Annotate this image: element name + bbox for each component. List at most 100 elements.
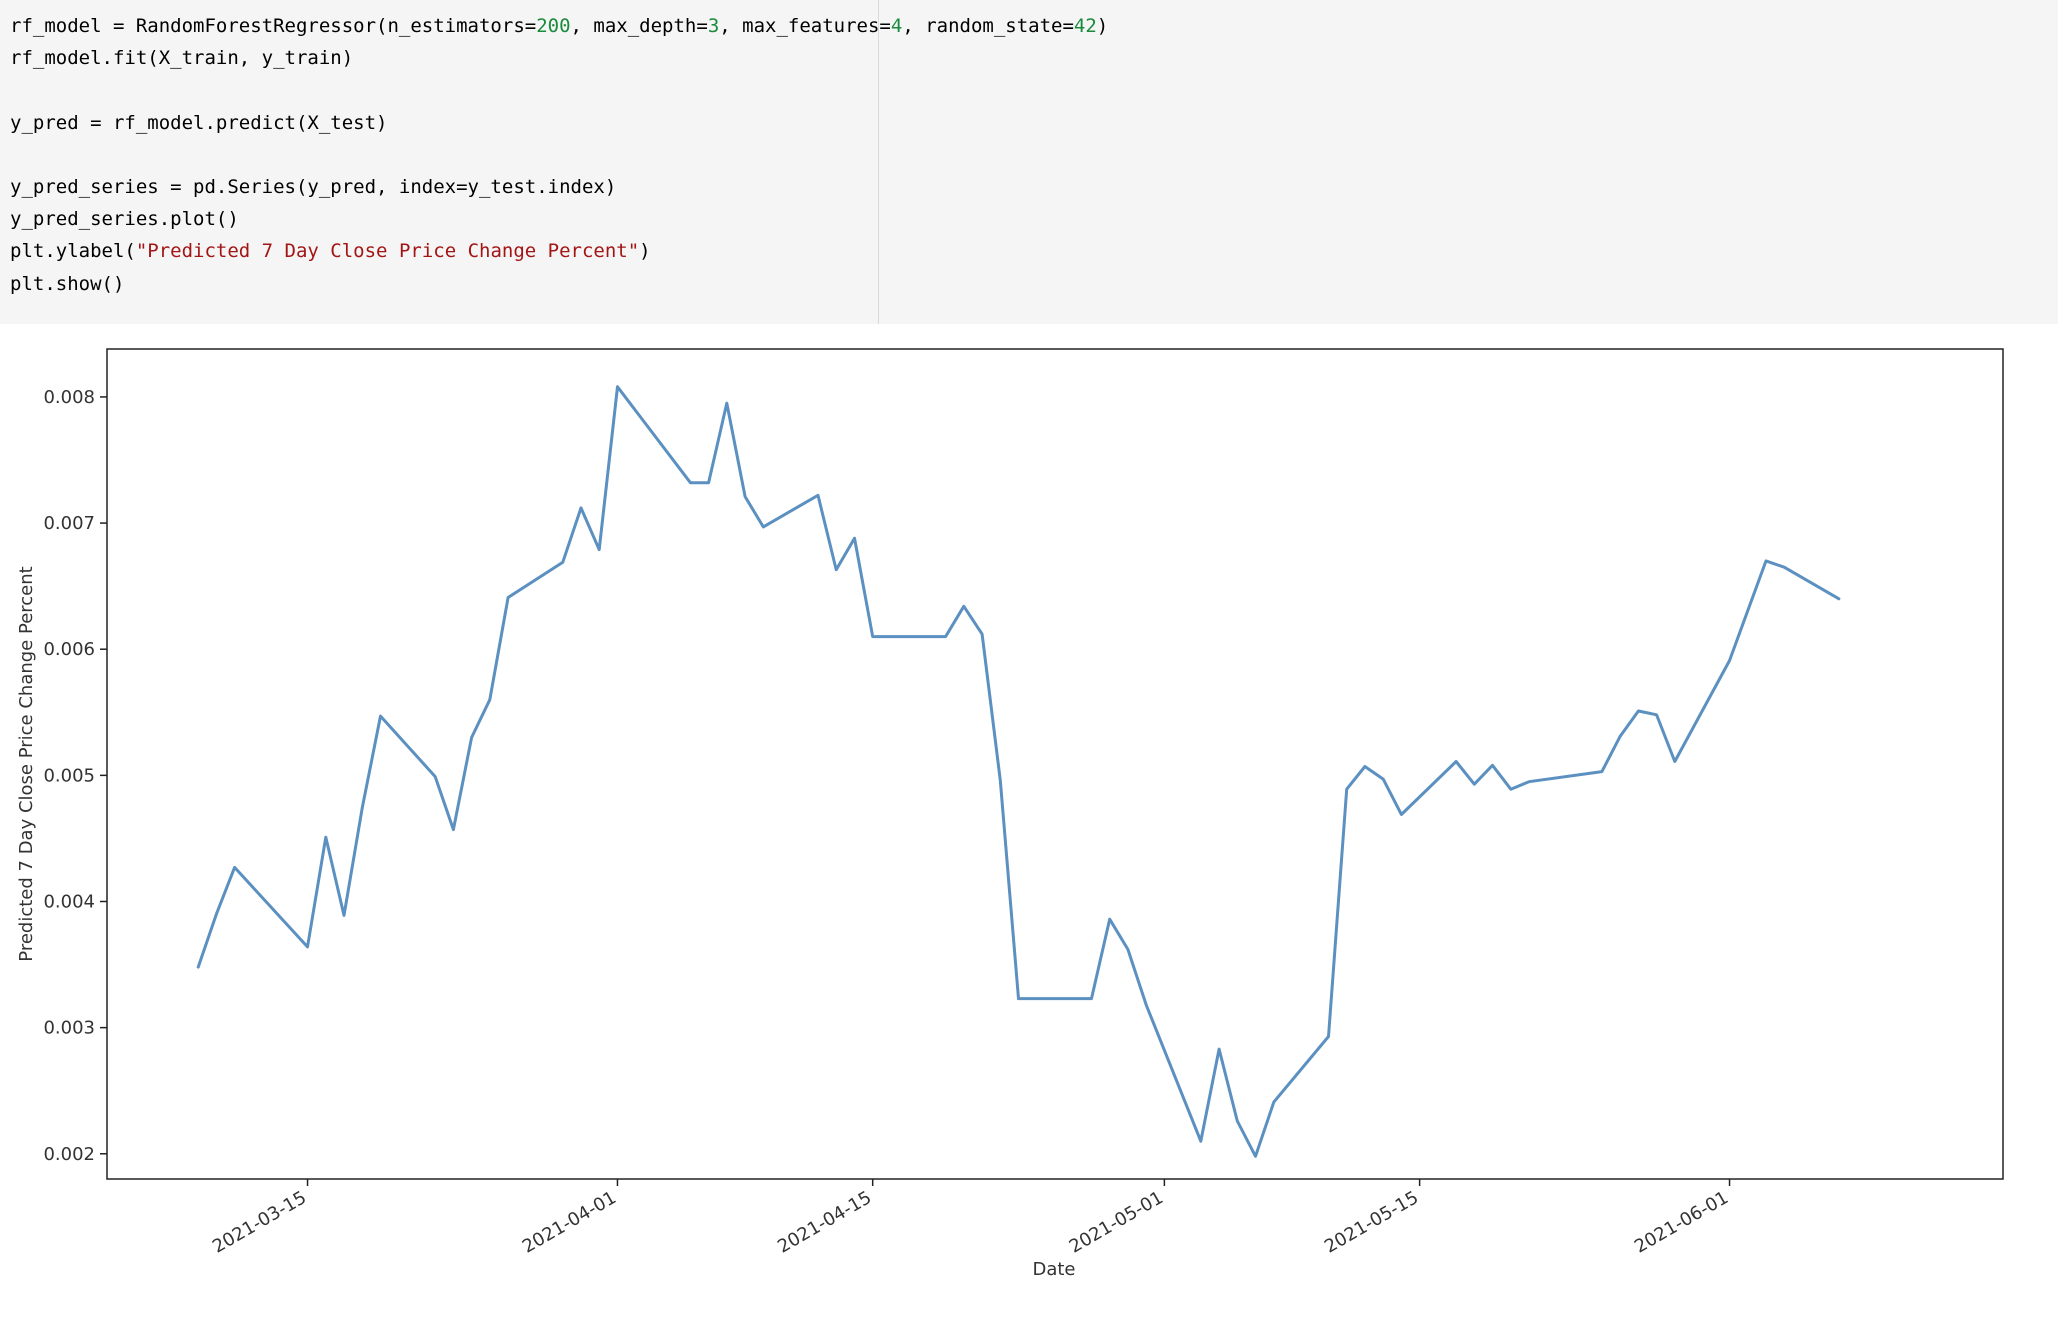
data-point [1399, 812, 1403, 816]
data-point [506, 595, 510, 599]
code-token: , max_depth= [570, 15, 708, 37]
data-point [1089, 996, 1093, 1000]
data-point [1199, 1139, 1203, 1143]
data-point [1600, 769, 1604, 773]
code-token: rf_model = RandomForestRegressor(n_estim… [10, 15, 537, 37]
x-axis-label: Date [1032, 1259, 1075, 1280]
plot-area-frame [106, 348, 2004, 1180]
data-point [1782, 565, 1786, 569]
data-point [1527, 780, 1531, 784]
data-point [980, 632, 984, 636]
code-string-token: "Predicted 7 Day Close Price Change Perc… [135, 240, 640, 263]
data-point [1837, 597, 1841, 601]
code-number-token: 3 [707, 15, 720, 37]
code-token: , random_state= [902, 15, 1074, 37]
data-point [743, 494, 747, 498]
code-token: y_pred_series.plot() [10, 208, 239, 231]
code-cell[interactable]: rf_model = RandomForestRegressor(n_estim… [0, 0, 2058, 324]
code-number-token: 200 [536, 15, 571, 37]
y-tick-label: 0.003 [43, 1018, 95, 1039]
data-point [998, 778, 1002, 782]
data-point [1381, 777, 1385, 781]
data-point [816, 493, 820, 497]
data-point [725, 401, 729, 405]
code-line[interactable]: y_pred_series.plot() [10, 203, 1108, 235]
data-point [962, 604, 966, 608]
data-point [761, 525, 765, 529]
data-point [1764, 559, 1768, 563]
data-point [1235, 1119, 1239, 1123]
data-point [1016, 996, 1020, 1000]
data-point [1326, 1034, 1330, 1038]
data-point [360, 806, 364, 810]
code-line[interactable] [10, 139, 1108, 171]
data-point [688, 481, 692, 485]
code-token: plt.show() [10, 272, 125, 295]
y-tick-label: 0.007 [43, 513, 95, 534]
code-number-token: 42 [1073, 15, 1097, 37]
code-line[interactable]: y_pred_series = pd.Series(y_pred, index=… [10, 171, 1108, 203]
code-line[interactable]: plt.ylabel("Predicted 7 Day Close Price … [10, 235, 1108, 267]
data-point [196, 965, 200, 969]
code-token: ) [1096, 15, 1109, 37]
data-point [451, 827, 455, 831]
data-point [1618, 734, 1622, 738]
y-tick-label: 0.006 [43, 639, 95, 660]
data-point [943, 634, 947, 638]
data-point [579, 506, 583, 510]
code-line[interactable]: rf_model = RandomForestRegressor(n_estim… [10, 10, 1108, 42]
data-point [232, 865, 236, 869]
chart-background [0, 324, 2058, 1314]
data-point [706, 481, 710, 485]
code-token: ) [639, 240, 651, 263]
code-line[interactable]: rf_model.fit(X_train, y_train) [10, 42, 1108, 74]
data-point [324, 835, 328, 839]
data-point [433, 774, 437, 778]
data-point [1490, 763, 1494, 767]
data-point [834, 568, 838, 572]
data-point [1345, 787, 1349, 791]
data-point [305, 945, 309, 949]
plot-output: 0.002 0.003 0.004 0.005 0.006 0.007 0.008 2021… [0, 324, 2058, 1314]
data-point [378, 714, 382, 718]
data-point [1253, 1154, 1257, 1158]
y-tick-label: 0.002 [43, 1144, 95, 1165]
data-point [214, 912, 218, 916]
series-line [196, 385, 1841, 1158]
code-number-token: 4 [890, 15, 903, 37]
data-point [871, 634, 875, 638]
code-line[interactable] [10, 74, 1108, 106]
data-point [1454, 759, 1458, 763]
data-point [1126, 947, 1130, 951]
code-token: y_pred = rf_model.predict(X_test) [10, 111, 388, 134]
data-point [615, 385, 619, 389]
data-point [1673, 759, 1677, 763]
data-point [1509, 787, 1513, 791]
y-tick-label: 0.005 [43, 765, 95, 786]
data-point [597, 547, 601, 551]
y-tick-label: 0.004 [43, 891, 95, 912]
data-point [1654, 713, 1658, 717]
code-token: plt.ylabel( [10, 240, 136, 263]
data-point [1472, 782, 1476, 786]
code-line[interactable]: plt.show() [10, 268, 1108, 300]
data-point [1144, 1003, 1148, 1007]
y-axis-label: Predicted 7 Day Close Price Change Perce… [16, 566, 37, 961]
code-token: rf_model.fit(X_train, y_train) [10, 47, 354, 70]
data-point [852, 536, 856, 540]
y-tick-label: 0.008 [43, 387, 95, 408]
data-point [1636, 709, 1640, 713]
data-point [1272, 1100, 1276, 1104]
data-point [1363, 764, 1367, 768]
code-editor[interactable]: rf_model = RandomForestRegressor(n_estim… [10, 10, 1108, 300]
code-line[interactable]: y_pred = rf_model.predict(X_test) [10, 107, 1108, 139]
data-point [1727, 658, 1731, 662]
code-token: , max_features= [719, 15, 891, 37]
data-point [1217, 1047, 1221, 1051]
data-point [469, 735, 473, 739]
data-point [1108, 917, 1112, 921]
data-point [342, 913, 346, 917]
data-point [561, 560, 565, 564]
data-point [488, 698, 492, 702]
